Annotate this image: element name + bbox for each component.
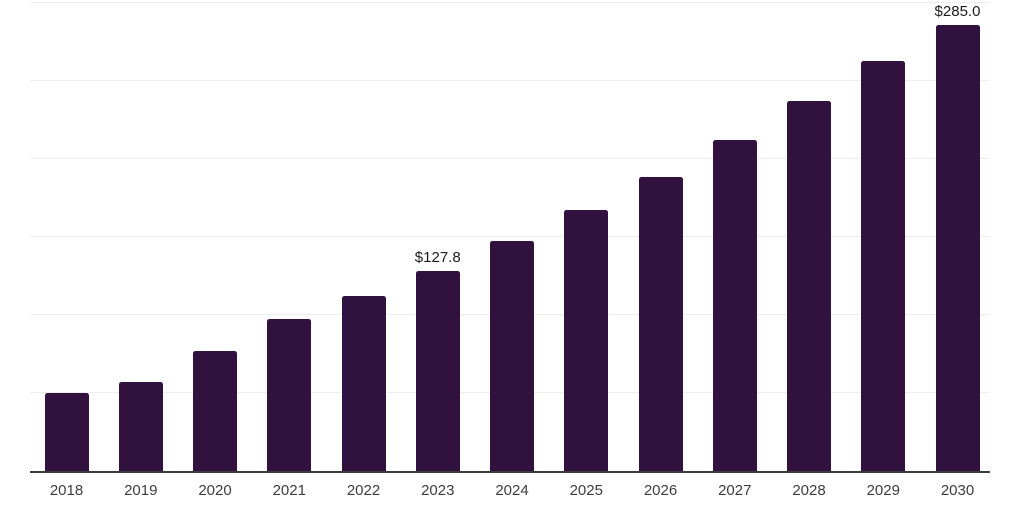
x-axis-line — [30, 470, 990, 473]
bar-2020 — [193, 350, 237, 471]
x-tick-2030: 2030 — [940, 482, 975, 499]
x-tick-2027: 2027 — [718, 482, 752, 499]
data-label-2030: $285.0 — [934, 3, 981, 21]
bar-2028 — [787, 100, 831, 471]
x-tick-2020: 2020 — [198, 482, 232, 499]
x-axis-tick-labels: 2018 2019 2020 2021 2022 2023 2024 2025 2026 2027… — [30, 481, 990, 505]
x-tick-2022: 2022 — [346, 482, 381, 499]
gridline-150 — [30, 236, 990, 237]
gridline-250 — [30, 79, 990, 81]
bar-2022 — [341, 295, 386, 471]
bar-2019 — [118, 381, 163, 471]
x-tick-2024: 2024 — [495, 482, 529, 499]
bar-2026 — [638, 177, 683, 471]
x-tick-2028: 2028 — [792, 482, 826, 499]
bar-2030 — [935, 25, 980, 471]
x-tick-2018: 2018 — [49, 482, 84, 499]
bar-2021 — [267, 319, 312, 471]
bar-2025 — [564, 209, 609, 471]
x-tick-2021: 2021 — [272, 482, 306, 499]
bar-2029 — [861, 61, 906, 471]
x-tick-2023: 2023 — [421, 482, 455, 499]
data-label-2023: $127.8 — [414, 249, 461, 267]
x-tick-2019: 2019 — [124, 482, 158, 499]
bar-2018 — [44, 392, 89, 471]
x-tick-2025: 2025 — [569, 482, 603, 499]
plot-area: $127.8 $285.0 — [30, 1, 990, 473]
x-tick-2029: 2029 — [866, 482, 900, 499]
gridline-200 — [30, 157, 990, 159]
bar-2023 — [415, 271, 460, 471]
x-tick-2026: 2026 — [643, 482, 678, 499]
bar-2027 — [712, 139, 757, 471]
gridline-300 — [30, 1, 990, 3]
bar-2024 — [490, 241, 534, 471]
